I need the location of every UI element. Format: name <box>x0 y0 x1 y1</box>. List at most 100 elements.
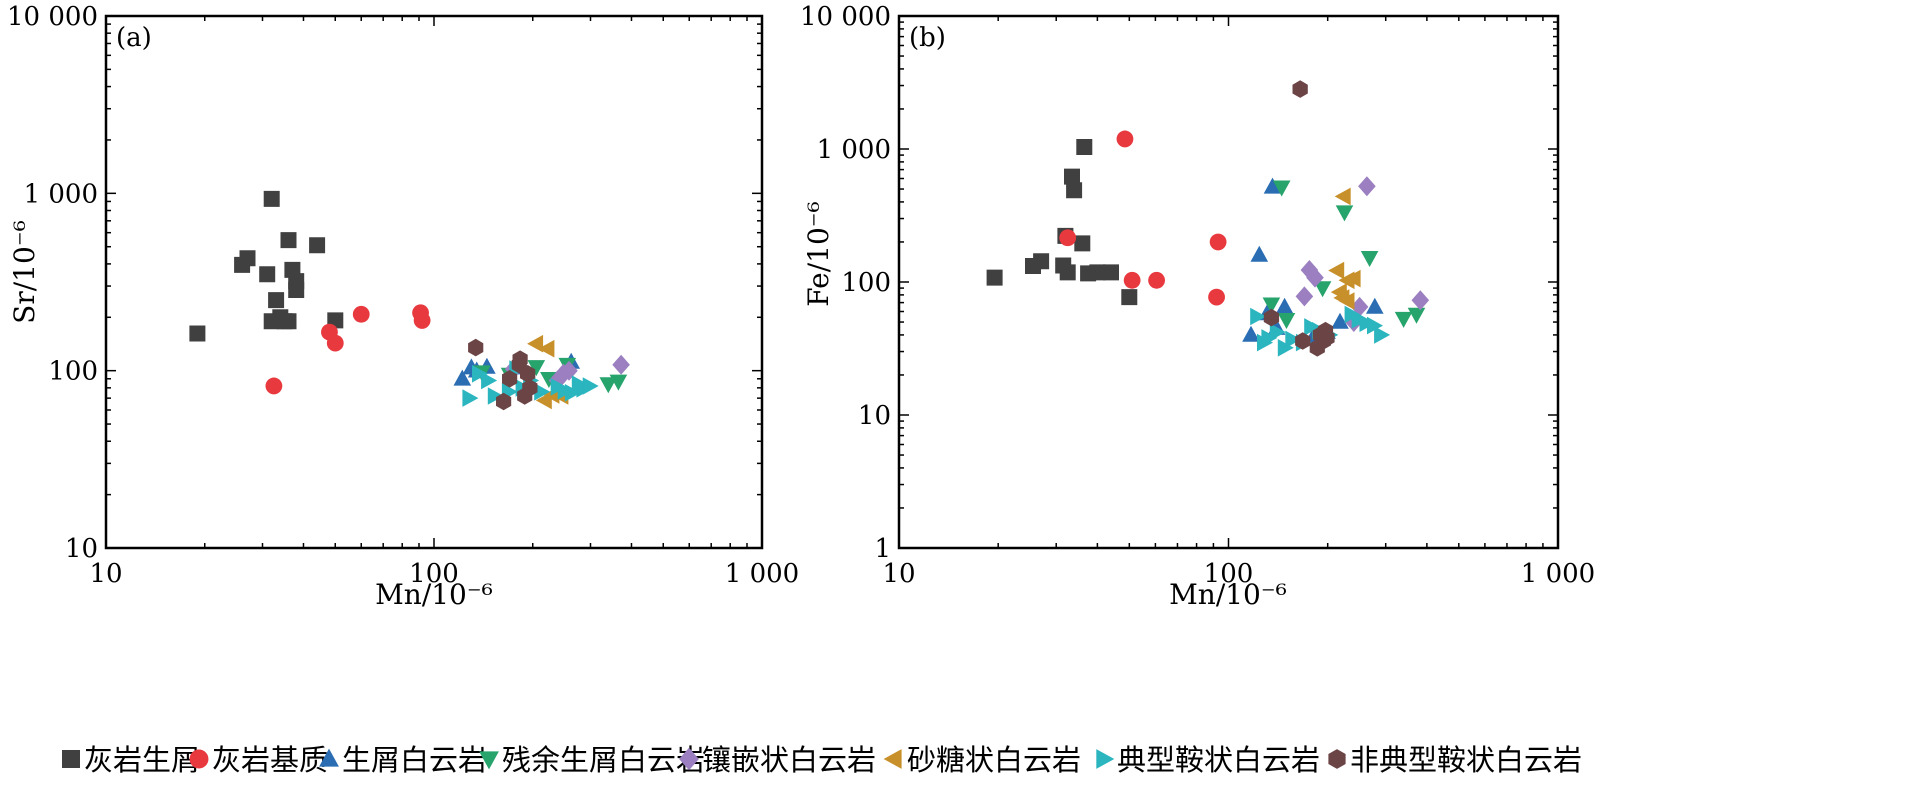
data-point <box>1263 308 1280 327</box>
x-tick-label: 100 <box>1204 559 1254 589</box>
data-point <box>1269 323 1286 341</box>
data-point <box>268 292 285 309</box>
legend-marker-icon <box>189 749 209 769</box>
data-point <box>527 360 546 377</box>
series-points <box>189 190 344 342</box>
data-point <box>548 370 567 391</box>
y-tick-label: 100 <box>841 268 891 298</box>
data-point <box>1209 233 1227 251</box>
data-point <box>1272 180 1291 197</box>
legend-marker-icon <box>1096 749 1115 769</box>
data-point <box>1033 253 1050 270</box>
data-point <box>599 377 618 394</box>
legend-label: 非典型鞍状白云岩 <box>1350 743 1582 777</box>
data-point <box>462 389 479 407</box>
data-point <box>560 360 578 381</box>
series-points <box>265 304 431 395</box>
legend: 灰岩生屑 灰岩基质 生屑白云岩 残余生屑白云岩镶嵌状白云岩 砂糖状白云岩 典型鞍状白云岩非… <box>62 743 1582 777</box>
data-point <box>502 370 518 388</box>
data-point <box>1366 297 1384 314</box>
data-point <box>1250 245 1269 262</box>
panel-label: (b) <box>909 23 946 53</box>
series-points <box>1059 130 1227 306</box>
data-point <box>612 354 630 375</box>
data-point <box>1277 313 1296 329</box>
series-points <box>1263 80 1335 357</box>
data-point <box>1330 283 1347 301</box>
data-point <box>1328 261 1345 280</box>
x-tick-label: 1 000 <box>725 559 799 589</box>
data-point <box>1074 235 1091 252</box>
data-point <box>288 273 305 290</box>
legend-label: 典型鞍状白云岩 <box>1117 743 1320 777</box>
data-point <box>1407 307 1426 324</box>
data-point <box>1285 330 1302 349</box>
y-axis-title: Sr/10⁻⁶ <box>8 220 41 324</box>
data-point <box>1208 288 1225 306</box>
data-point <box>265 377 283 395</box>
legend-marker-icon <box>62 750 80 768</box>
panel-a: 10 100 1 000 10 100 1 000 10 000 (a) Mn/10⁻⁶ Sr/1… <box>7 2 799 611</box>
data-point <box>1394 311 1413 328</box>
x-tick-label: 10 <box>89 559 122 589</box>
data-point <box>534 383 551 401</box>
data-point <box>609 374 628 391</box>
panel-label: (a) <box>116 23 152 53</box>
data-point <box>1076 139 1093 155</box>
data-point <box>1121 289 1138 306</box>
data-point <box>1292 80 1308 98</box>
data-point <box>487 387 504 405</box>
y-axis-title: Fe/10⁻⁶ <box>802 201 835 307</box>
data-point <box>511 355 527 374</box>
y-tick-label: 10 <box>858 401 891 431</box>
y-tick-label: 100 <box>48 357 98 387</box>
data-point <box>582 377 599 395</box>
data-point <box>986 269 1003 286</box>
data-point <box>413 312 431 329</box>
legend-marker-icon <box>1328 749 1346 769</box>
series-points <box>468 338 538 411</box>
data-point <box>352 305 370 323</box>
y-tick-label: 10 000 <box>800 2 891 32</box>
x-tick-label: 100 <box>409 559 459 589</box>
data-point <box>280 313 297 330</box>
data-point <box>1123 271 1141 289</box>
data-point <box>326 334 344 352</box>
data-point <box>1338 292 1355 310</box>
data-point <box>1295 332 1311 350</box>
data-point <box>496 392 512 411</box>
series-points <box>473 357 628 394</box>
plot-frame <box>104 14 764 550</box>
y-tick-label: 1 000 <box>817 135 891 165</box>
data-point <box>1306 267 1324 288</box>
data-point <box>1089 264 1106 281</box>
data-point <box>1059 229 1077 247</box>
legend-marker-icon <box>679 747 699 771</box>
data-point <box>1313 281 1332 298</box>
legend-marker-icon <box>479 751 499 770</box>
data-point <box>1066 182 1083 199</box>
data-point <box>1360 251 1379 267</box>
y-tick-label: 10 000 <box>7 2 98 32</box>
data-point <box>1059 264 1076 281</box>
data-point <box>1331 312 1349 329</box>
data-point <box>239 250 256 267</box>
data-point <box>453 369 472 386</box>
series-points <box>1262 180 1426 329</box>
data-point <box>1319 329 1335 347</box>
data-point <box>1148 271 1165 289</box>
data-point <box>259 266 276 283</box>
data-point <box>527 334 544 353</box>
legend-label: 灰岩生屑 <box>84 743 200 777</box>
data-point <box>468 338 484 357</box>
legend-marker-icon <box>319 748 339 767</box>
legend-label: 残余生屑白云岩 <box>502 743 705 777</box>
data-point <box>263 190 280 207</box>
data-point <box>1344 269 1361 288</box>
y-tick-label: 1 <box>874 534 891 564</box>
legend-label: 灰岩基质 <box>212 743 328 777</box>
data-point <box>280 232 297 249</box>
data-point <box>564 384 581 402</box>
x-tick-label: 1 000 <box>1521 559 1595 589</box>
